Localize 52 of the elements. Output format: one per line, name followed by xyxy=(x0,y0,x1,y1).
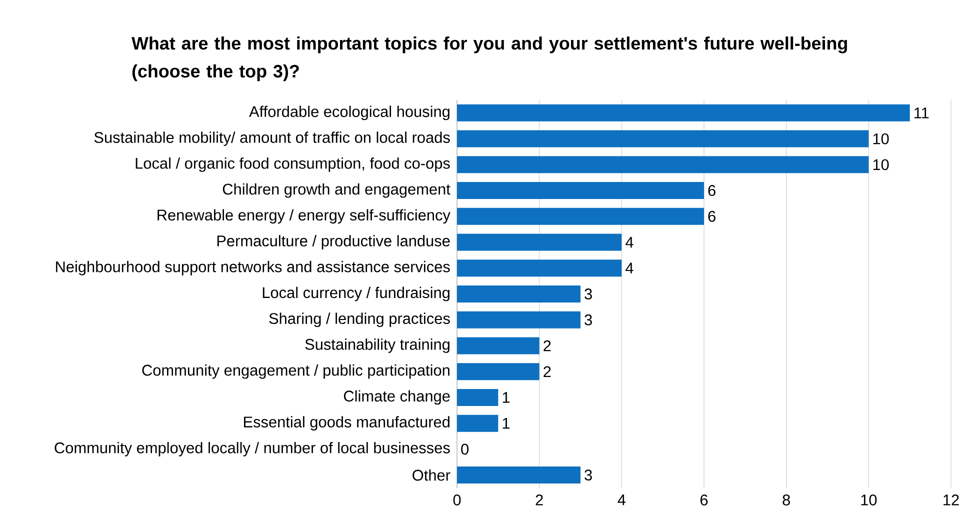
x-tick-label: 10 xyxy=(861,494,877,506)
bar xyxy=(457,363,540,380)
bar xyxy=(457,260,622,277)
y-tick-label: Sharing / lending practices xyxy=(269,312,450,328)
data-label: 2 xyxy=(544,366,551,377)
data-label: 6 xyxy=(708,210,716,222)
y-tick-label: Sustainable mobility/ amount of traffic on local roads xyxy=(94,132,450,146)
x-tick-label: 8 xyxy=(782,494,790,506)
x-tick-label: 6 xyxy=(700,494,708,506)
x-tick-label: 0 xyxy=(453,494,461,506)
data-label: 10 xyxy=(873,133,889,144)
data-label: 3 xyxy=(584,470,592,481)
y-tick-label: Permaculture / productive landuse xyxy=(217,235,450,250)
y-tick-label: Sustainability training xyxy=(305,338,450,353)
data-label: 11 xyxy=(914,108,929,118)
data-label: 3 xyxy=(584,288,592,300)
y-tick-label: Climate change xyxy=(344,390,450,405)
data-label: 1 xyxy=(502,392,510,403)
y-tick-label: Essential goods manufactured xyxy=(244,416,450,431)
data-label: 1 xyxy=(502,418,510,429)
x-tick-label: 4 xyxy=(618,494,626,506)
data-label: 4 xyxy=(626,236,634,248)
chart-title: What are the most important topics for you and your settlement's future well-being (choose the top 3)? xyxy=(132,36,847,82)
bar xyxy=(457,311,581,328)
data-label: 10 xyxy=(873,159,889,170)
y-tick-label: Community engagement / public participation xyxy=(142,364,450,379)
y-tick-label: Renewable energy / energy self-sufficiency xyxy=(158,209,450,224)
y-tick-label: Other xyxy=(412,469,450,481)
data-label: 2 xyxy=(544,340,551,352)
x-tick-label: 2 xyxy=(536,494,543,506)
bar xyxy=(457,337,540,354)
data-label: 0 xyxy=(461,444,469,455)
data-label: 6 xyxy=(708,185,716,196)
bar xyxy=(457,388,498,406)
y-tick-label: Children growth and engagement xyxy=(222,183,450,198)
bar xyxy=(457,156,869,174)
data-label: 3 xyxy=(584,314,592,326)
bar xyxy=(457,182,704,200)
bar xyxy=(457,414,498,432)
x-tick-label: 12 xyxy=(944,494,959,506)
y-tick-label: Community employed locally / number of local businesses xyxy=(54,442,450,456)
bar xyxy=(457,466,581,484)
y-tick-label: Local currency / fundraising xyxy=(262,286,450,302)
bar xyxy=(457,208,704,225)
bar xyxy=(457,285,581,302)
bar xyxy=(457,104,910,122)
bar xyxy=(457,130,869,148)
data-label: 4 xyxy=(626,262,634,274)
y-tick-label: Affordable ecological housing xyxy=(249,106,450,120)
y-tick-label: Neighbourhood support networks and assistance services xyxy=(56,260,450,276)
bar xyxy=(457,234,622,251)
y-tick-label: Local / organic food consumption, food co-ops xyxy=(136,157,450,172)
